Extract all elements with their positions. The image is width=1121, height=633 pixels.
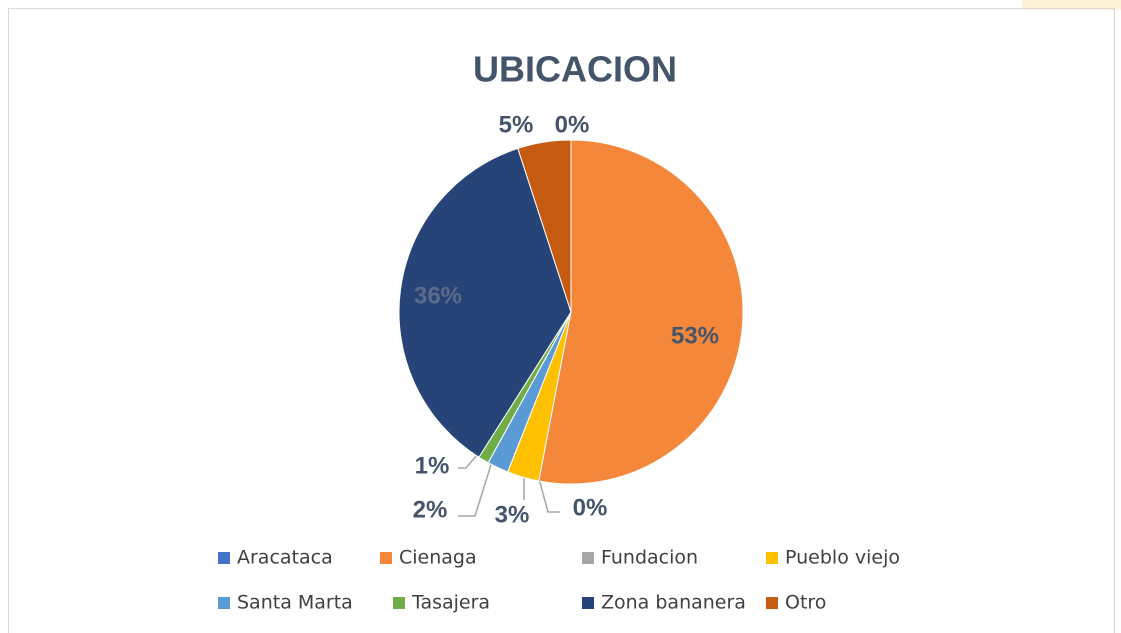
data-labels: 0% 53% 0% 3% 2% 1% 36% 5% (413, 111, 719, 528)
legend-label: Santa Marta (237, 592, 353, 614)
legend-label: Tasajera (411, 592, 490, 614)
pie-slice (517, 139, 572, 313)
legend-swatch (766, 597, 778, 609)
chart-title: UBICACION (473, 49, 677, 90)
legend-swatch (582, 552, 594, 564)
corner-highlight (1022, 0, 1121, 10)
legend: Aracataca Cienaga Fundacion Pueblo viejo San… (218, 547, 900, 614)
data-label: 36% (414, 282, 462, 309)
legend-swatch (218, 597, 230, 609)
data-label: 0% (573, 494, 608, 521)
legend-label: Fundacion (601, 547, 698, 569)
leader-line (537, 474, 560, 513)
legend-swatch (582, 597, 594, 609)
legend-swatch (766, 552, 778, 564)
data-label: 5% (499, 111, 534, 138)
legend-label: Otro (785, 592, 826, 614)
data-label: 0% (555, 111, 590, 138)
legend-label: Zona bananera (601, 592, 746, 614)
legend-swatch (393, 597, 405, 609)
leader-line (458, 454, 495, 517)
legend-label: Pueblo viejo (785, 547, 900, 569)
pie-slice (398, 147, 572, 458)
pie (398, 139, 744, 485)
legend-swatch (218, 552, 230, 564)
data-label: 2% (413, 496, 448, 523)
data-label: 3% (495, 501, 530, 528)
legend-label: Cienaga (399, 547, 477, 569)
data-label: 1% (415, 452, 450, 479)
data-label: 53% (671, 322, 719, 349)
legend-swatch (380, 552, 392, 564)
chart-frame (8, 8, 1115, 633)
legend-label: Aracataca (237, 547, 333, 569)
pie-slice (538, 139, 744, 485)
